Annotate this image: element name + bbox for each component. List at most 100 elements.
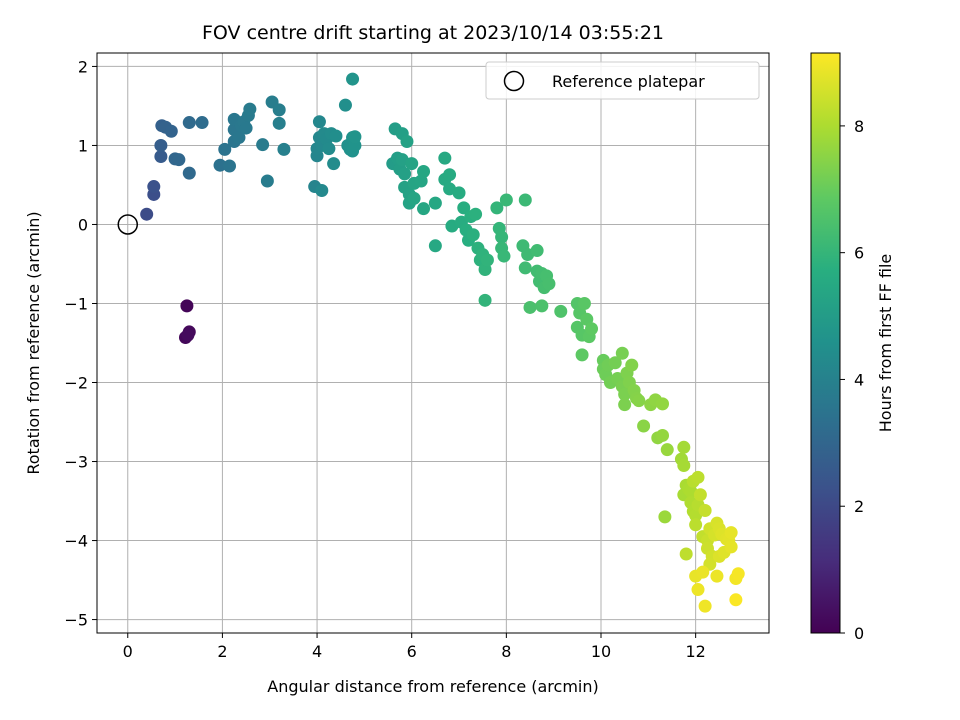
data-point bbox=[180, 299, 194, 313]
data-point bbox=[625, 358, 639, 372]
y-tick-label: 0 bbox=[78, 215, 88, 234]
data-point bbox=[272, 116, 286, 130]
x-tick-label: 0 bbox=[123, 642, 133, 661]
data-point bbox=[181, 328, 195, 342]
data-point bbox=[731, 567, 745, 581]
data-point bbox=[724, 526, 738, 540]
chart-title: FOV centre drift starting at 2023/10/14 … bbox=[202, 22, 664, 44]
data-point bbox=[398, 167, 412, 181]
x-axis-ticks: 0 2 4 6 8 10 12 bbox=[123, 633, 706, 661]
data-point bbox=[677, 458, 691, 472]
data-point bbox=[518, 193, 532, 207]
legend-entry-reference-platepar: Reference platepar bbox=[552, 72, 705, 91]
y-tick-label: −4 bbox=[64, 532, 88, 551]
data-point bbox=[322, 142, 336, 156]
data-point bbox=[213, 158, 227, 172]
x-axis-label: Angular distance from reference (arcmin) bbox=[267, 677, 598, 696]
data-point bbox=[154, 150, 168, 164]
data-point bbox=[691, 470, 705, 484]
colorbar-tick-label: 2 bbox=[854, 497, 864, 516]
data-point bbox=[147, 180, 161, 194]
x-tick-label: 10 bbox=[591, 642, 611, 661]
colorbar bbox=[810, 52, 841, 634]
data-point bbox=[329, 129, 343, 143]
data-point bbox=[312, 115, 326, 129]
data-point bbox=[478, 293, 492, 307]
data-point bbox=[656, 428, 670, 442]
colorbar-label: Hours from first FF file bbox=[876, 254, 895, 433]
data-point bbox=[698, 504, 712, 518]
y-tick-label: 2 bbox=[78, 57, 88, 76]
data-point bbox=[585, 322, 599, 336]
data-point bbox=[523, 300, 537, 314]
data-point bbox=[256, 138, 270, 152]
plot-frame bbox=[96, 52, 770, 634]
data-point bbox=[518, 261, 532, 275]
data-point bbox=[164, 124, 178, 138]
x-tick-label: 2 bbox=[217, 642, 227, 661]
data-point bbox=[327, 157, 341, 171]
colorbar-tick-label: 8 bbox=[854, 117, 864, 136]
y-tick-label: −3 bbox=[64, 453, 88, 472]
data-point bbox=[195, 116, 209, 130]
colorbar-tick-label: 0 bbox=[854, 624, 864, 643]
data-point bbox=[499, 193, 513, 207]
data-point bbox=[466, 228, 480, 242]
reference-platepar-marker bbox=[117, 214, 139, 235]
data-point bbox=[679, 547, 693, 561]
y-axis-ticks: −5 −4 −3 −2 −1 0 1 2 bbox=[64, 57, 97, 630]
data-point bbox=[443, 168, 457, 182]
x-tick-label: 8 bbox=[501, 642, 511, 661]
data-point bbox=[693, 488, 707, 502]
data-point bbox=[660, 443, 674, 457]
data-point bbox=[710, 569, 724, 583]
y-tick-label: −1 bbox=[64, 294, 88, 313]
data-point bbox=[428, 196, 442, 210]
data-point bbox=[172, 153, 186, 167]
data-point bbox=[277, 142, 291, 156]
data-point bbox=[348, 130, 362, 144]
data-point bbox=[346, 72, 360, 86]
data-point bbox=[457, 201, 471, 215]
data-point bbox=[495, 230, 509, 244]
data-point bbox=[615, 346, 629, 360]
data-point bbox=[428, 239, 442, 253]
data-points bbox=[140, 72, 745, 613]
data-point bbox=[542, 277, 556, 291]
data-point bbox=[140, 207, 154, 221]
data-point bbox=[260, 174, 274, 188]
data-point bbox=[218, 142, 232, 156]
y-tick-label: −2 bbox=[64, 374, 88, 393]
legend-marker-icon bbox=[503, 70, 525, 92]
colorbar-ticks: 0 2 4 6 8 bbox=[840, 117, 864, 643]
data-point bbox=[452, 186, 466, 200]
data-point bbox=[417, 202, 431, 216]
colorbar-tick-label: 4 bbox=[854, 370, 864, 389]
data-point bbox=[182, 116, 196, 130]
data-point bbox=[243, 102, 257, 116]
data-point bbox=[691, 583, 705, 597]
grid-lines bbox=[97, 53, 769, 633]
data-point bbox=[637, 419, 651, 433]
data-point bbox=[182, 166, 196, 180]
data-point bbox=[239, 121, 253, 135]
data-point bbox=[530, 244, 544, 258]
data-point bbox=[658, 510, 672, 524]
data-point bbox=[656, 397, 670, 411]
y-axis-label: Rotation from reference (arcmin) bbox=[24, 211, 43, 474]
data-point bbox=[729, 593, 743, 607]
data-point bbox=[724, 540, 738, 554]
y-tick-label: 1 bbox=[78, 136, 88, 155]
x-tick-label: 12 bbox=[685, 642, 705, 661]
y-tick-label: −5 bbox=[64, 611, 88, 630]
data-point bbox=[618, 398, 632, 412]
data-point bbox=[338, 98, 352, 112]
data-point bbox=[407, 191, 421, 205]
data-point bbox=[535, 299, 549, 313]
data-point bbox=[677, 440, 691, 454]
x-tick-label: 6 bbox=[407, 642, 417, 661]
data-point bbox=[223, 159, 237, 173]
colorbar-tick-label: 6 bbox=[854, 244, 864, 263]
legend: Reference platepar bbox=[485, 61, 760, 100]
